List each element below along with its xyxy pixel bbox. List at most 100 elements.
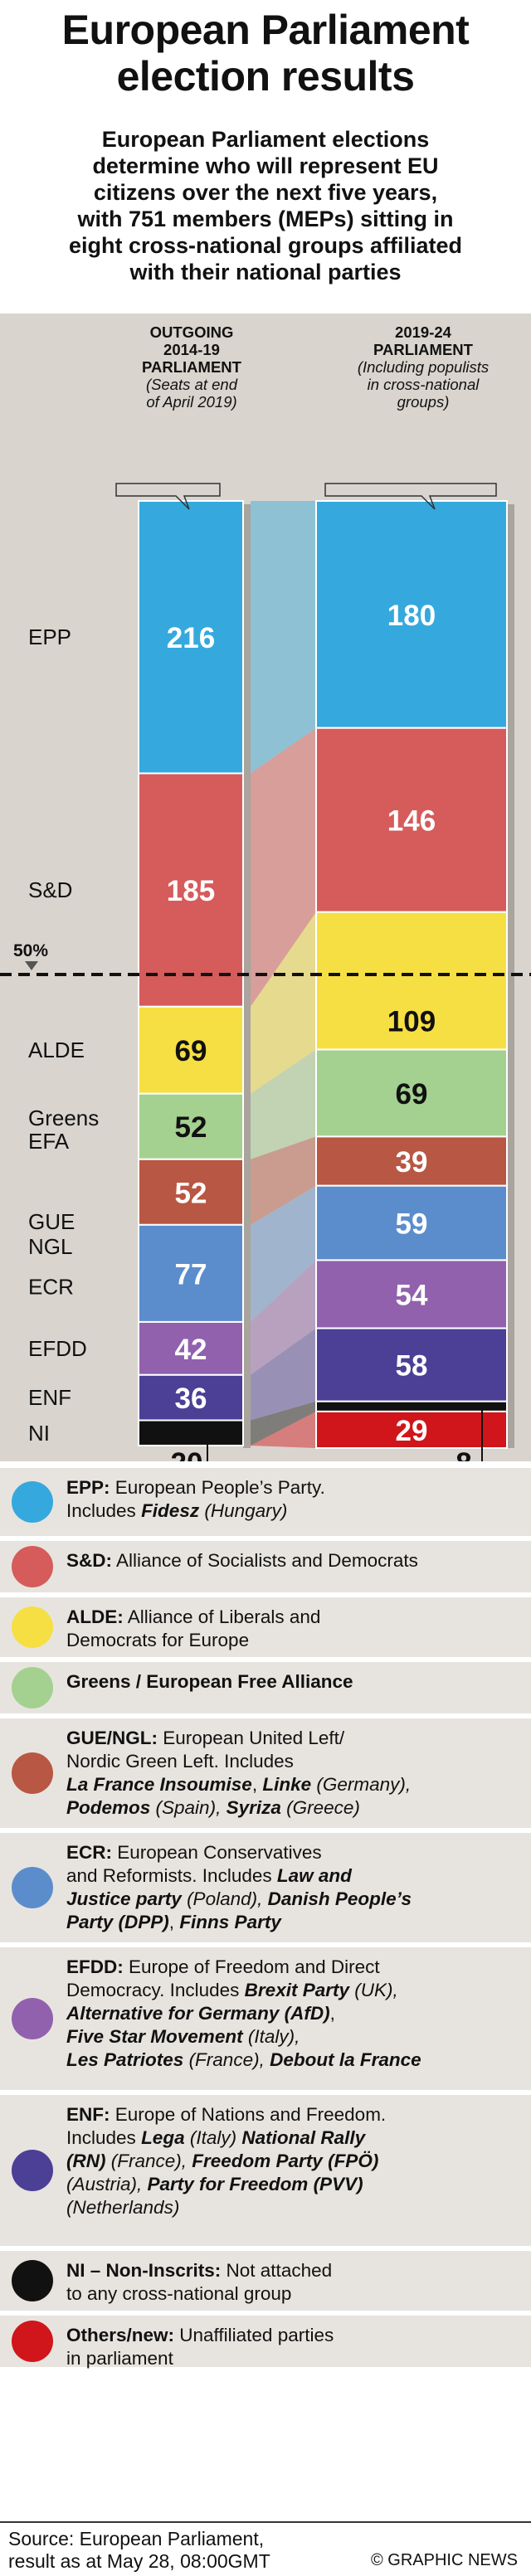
right-bar-shadow [507,504,514,1448]
legend-item-sd: S&D: Alliance of Socialists and Democrat… [0,1541,531,1592]
legend-item-efdd: EFDD: Europe of Freedom and Direct Democr… [0,1947,531,2090]
right-header-line: PARLIAMENT [373,341,473,358]
left-ni-dot [203,1428,212,1437]
legend-swatch [12,1606,53,1648]
source-text: Source: European Parliament, result as a… [8,2528,270,2573]
left-value-label: 216 [167,622,215,654]
flow-band-others [251,1411,316,1448]
right-value-label: 29 [396,1415,428,1447]
legend-description: Others/new: Unaffiliated parties in parli… [66,2325,334,2369]
right-header-note: (Including populists [357,358,490,376]
left-value-label: 52 [175,1111,207,1144]
legend-item-gue: GUE/NGL: European United Left/Nordic Gre… [0,1718,531,1828]
left-value-label: 42 [175,1334,207,1366]
left-bar-sd [138,772,244,1008]
legend-item-enf: ENF: Europe of Nations and Freedom. Inclu… [0,2095,531,2246]
title-line-2: election results [116,53,415,100]
flow-band-ni [251,1401,316,1446]
flow-band-alde [251,911,316,1094]
group-label: GUE [28,1209,75,1234]
left-bar-greens [138,1092,244,1160]
right-value-label: 146 [387,805,436,838]
left-value-label: 36 [175,1383,207,1415]
legend-item-ni: NI – Non-Inscrits: Not attached to any cr… [0,2251,531,2311]
left-header-bracket [115,483,221,510]
flow-band-ecr [251,1185,316,1322]
group-label: EFA [28,1129,70,1154]
page-title: European Parliament election results [0,7,531,100]
left-bar-alde [138,1005,244,1095]
right-value-label: 59 [396,1208,428,1241]
left-bar-epp [138,500,244,775]
subtitle-line: determine who will represent EU [92,153,439,178]
flow-band-enf [251,1328,316,1421]
source-line: result as at May 28, 08:00GMT [8,2550,270,2572]
flow-band-greens [251,1049,316,1159]
legend-description: EPP: European People’s Party. Includes Fi… [66,1477,325,1521]
flow-band-gue [251,1136,316,1225]
left-value-label: 69 [175,1035,207,1067]
subtitle-line: with 751 members (MEPs) sitting in [77,207,454,231]
legend-swatch [12,1752,53,1794]
legend-item-others: Others/new: Unaffiliated parties in parli… [0,2316,531,2369]
legend-description: ENF: Europe of Nations and Freedom. Inclu… [66,2104,387,2218]
title-line-1: European Parliament [61,7,470,53]
subtitle-line: with their national parties [129,260,402,284]
credit-text: © GRAPHIC NEWS [371,2551,518,2569]
legend-swatch [12,1867,53,1908]
right-header-line: 2019-24 [395,323,451,341]
legend-swatch [12,1546,53,1587]
right-header-note: groups) [397,393,450,411]
right-bar-gue [315,1135,508,1187]
left-column-header: OUTGOING 2014-19 PARLIAMENT (Seats at en… [109,323,275,411]
subtitle-line: citizens over the next five years, [93,180,438,205]
source-line: Source: European Parliament, [8,2528,265,2549]
left-header-note: of April 2019) [146,393,237,411]
right-bar-greens [315,1048,508,1138]
page-subtitle: European Parliament elections determine … [25,126,506,285]
legend-swatch [12,2260,53,2301]
group-label: EFDD [28,1336,87,1361]
right-ni-dot [478,1402,486,1411]
right-value-label: 58 [396,1350,428,1383]
legend-description: NI – Non-Inscrits: Not attached to any cr… [66,2260,333,2304]
right-column-header: 2019-24 PARLIAMENT (Including populists … [332,323,514,411]
left-bar-gue [138,1158,244,1226]
left-value-label: 185 [167,875,215,907]
legend-swatch [12,1998,53,2039]
group-label: NI [28,1421,50,1446]
legend-description: ECR: European Conservatives and Reformist… [66,1842,412,1932]
flow-band-epp [251,501,316,774]
right-bar-efdd [315,1259,508,1329]
group-label: ECR [28,1274,74,1299]
left-bar-ni [138,1419,244,1446]
majority-label: 50% [13,941,48,960]
right-header-bracket [324,483,497,510]
legend-description: EFDD: Europe of Freedom and Direct Democr… [66,1956,421,2070]
subtitle-line: eight cross-national groups affiliated [68,233,463,258]
legend-swatch [12,1667,53,1708]
left-ni-value: 20 [171,1447,203,1461]
group-label: EPP [28,625,71,649]
legend-description: GUE/NGL: European United Left/Nordic Gre… [66,1728,412,1818]
legend-swatch [12,2150,53,2191]
right-value-label: 39 [396,1146,428,1179]
right-bar-ecr [315,1184,508,1261]
left-bar-enf [138,1373,244,1422]
right-header-note: in cross-national [367,376,480,393]
right-value-label: 109 [387,1005,436,1038]
legend-swatch [12,1481,53,1523]
right-bar-epp [315,500,508,729]
right-value-label: 180 [387,600,436,632]
right-bar-alde [315,911,508,1051]
legend-description: S&D: Alliance of Socialists and Democrat… [66,1550,418,1571]
seat-chart: 216 180 185 146 69 109 52 69 52 39 77 59 42 54 36 58 29 2… [0,483,531,1461]
group-label: S&D [28,877,72,902]
legend-item-ecr: ECR: European Conservatives and Reformist… [0,1833,531,1942]
right-bar-others [315,1410,508,1450]
subtitle-line: European Parliament elections [101,127,430,152]
right-value-label: 54 [396,1279,428,1311]
legend-description: Greens / European Free Alliance [66,1671,353,1692]
left-header-line: PARLIAMENT [142,358,241,376]
footer: Source: European Parliament, result as a… [0,2521,531,2576]
